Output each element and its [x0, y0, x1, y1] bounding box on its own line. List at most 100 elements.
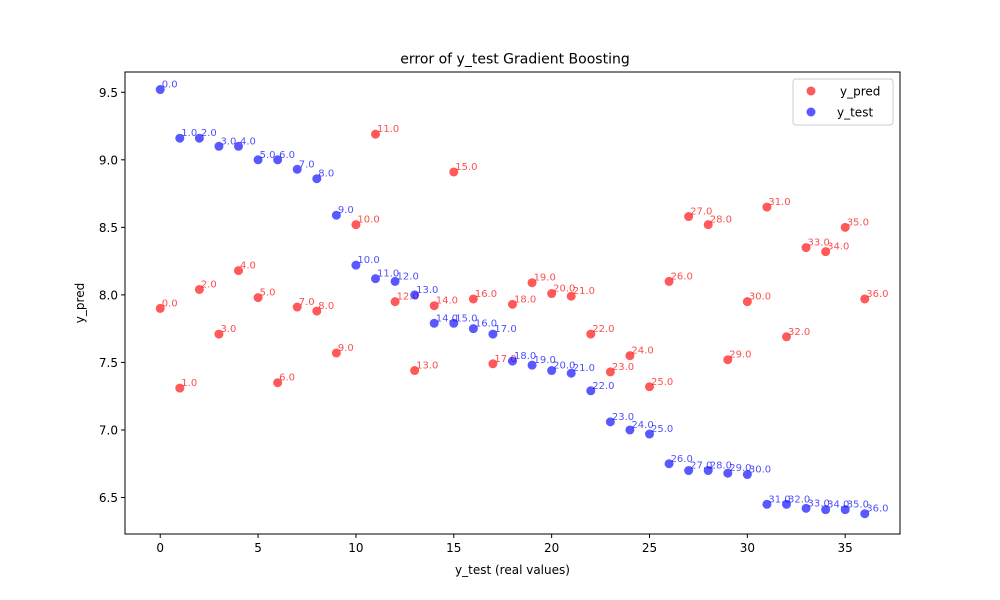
y-tick-label: 8.0 [99, 288, 118, 302]
data-point [410, 366, 420, 376]
data-label: 3.0 [220, 324, 236, 335]
data-point [742, 470, 752, 480]
data-label: 28.0 [710, 215, 732, 226]
data-point [155, 303, 165, 313]
data-point [821, 247, 831, 257]
legend-box [792, 78, 894, 126]
data-point [840, 222, 850, 232]
plot-frame [124, 71, 901, 535]
data-point [723, 355, 733, 365]
data-label: 17.0 [494, 324, 516, 335]
data-label: 29.0 [729, 463, 751, 474]
data-label: 30.0 [749, 465, 771, 476]
data-point [860, 294, 870, 304]
data-label: 35.0 [847, 500, 869, 511]
data-label: 2.0 [201, 128, 217, 139]
data-label: 35.0 [847, 217, 869, 228]
data-label: 32.0 [788, 494, 810, 505]
data-point [312, 306, 322, 316]
data-label: 18.0 [514, 294, 536, 305]
data-point [742, 297, 752, 307]
y-tick-label: 6.5 [99, 491, 118, 505]
data-label: 24.0 [631, 420, 653, 431]
chart-title: error of y_test Gradient Boosting [400, 52, 629, 68]
data-point [488, 329, 498, 339]
data-point [625, 351, 635, 361]
data-label: 31.0 [768, 197, 790, 208]
data-point [253, 293, 263, 303]
legend-label-y-pred: y_pred [840, 85, 880, 99]
legend: y_pred y_test [792, 78, 894, 126]
y-tick-label: 8.5 [99, 221, 118, 235]
series-y-pred: 0.01.02.03.04.05.06.07.0 8.09.010.011.012… [155, 124, 889, 393]
data-point [703, 220, 713, 230]
y-tick-label: 9.5 [99, 86, 118, 100]
x-tick-label: 20 [544, 541, 559, 555]
plot-area: 0.01.02.03.04.05.06.07.0 8.09.010.011.012… [155, 80, 889, 519]
data-point [429, 318, 439, 328]
data-label: 25.0 [651, 377, 673, 388]
x-tick-label: 30 [740, 541, 755, 555]
data-point [547, 366, 557, 376]
axes-ticks: 0 5 10 15 20 25 30 35 6.5 7.0 7.5 8.0 8.5 9.0 9.5 [99, 86, 853, 555]
data-label: 12.0 [397, 271, 419, 282]
data-point [801, 503, 811, 513]
data-label: 16.0 [475, 289, 497, 300]
data-point [527, 278, 537, 288]
data-label: 26.0 [671, 271, 693, 282]
data-point [508, 356, 517, 366]
data-point [586, 386, 596, 396]
data-point [468, 294, 478, 304]
data-label: 25.0 [651, 424, 673, 435]
data-label: 21.0 [573, 363, 595, 374]
data-label: 31.0 [768, 494, 790, 505]
x-tick-label: 0 [156, 541, 164, 555]
data-point [214, 329, 224, 339]
data-point [762, 499, 772, 509]
x-tick-label: 5 [254, 541, 262, 555]
x-axis-title: y_test (real values) [455, 563, 570, 577]
data-point [547, 289, 557, 299]
y-axis-title: y_pred [73, 283, 87, 323]
data-label: 9.0 [338, 205, 354, 216]
data-label: 13.0 [416, 361, 438, 372]
data-label: 34.0 [827, 242, 849, 253]
data-label: 8.0 [318, 301, 334, 312]
data-point [664, 276, 674, 286]
data-point [351, 220, 361, 230]
data-point [292, 302, 302, 312]
data-point [684, 466, 694, 476]
data-label: 13.0 [416, 285, 438, 296]
data-point [781, 499, 791, 509]
x-tick-label: 35 [838, 541, 853, 555]
data-label: 34.0 [827, 500, 849, 511]
data-label: 11.0 [377, 269, 399, 280]
data-point [821, 505, 831, 515]
data-label: 23.0 [612, 362, 634, 373]
x-tick-label: 15 [446, 541, 461, 555]
data-label: 4.0 [240, 261, 256, 272]
data-label: 19.0 [534, 273, 556, 284]
data-point [194, 284, 204, 294]
data-label: 29.0 [729, 350, 751, 361]
data-label: 24.0 [631, 346, 653, 357]
data-point [723, 468, 733, 478]
data-label: 15.0 [455, 162, 477, 173]
x-tick-label: 25 [642, 541, 657, 555]
data-point [625, 425, 635, 435]
data-point [449, 318, 459, 328]
data-point [586, 329, 596, 339]
data-point [468, 324, 478, 334]
data-point [801, 243, 811, 253]
data-point [234, 141, 244, 151]
data-point [155, 85, 165, 95]
data-label: 33.0 [808, 238, 830, 249]
data-label: 23.0 [612, 412, 634, 423]
data-point [175, 133, 185, 143]
data-point [488, 359, 498, 369]
data-label: 32.0 [788, 327, 810, 338]
data-label: 27.0 [690, 207, 712, 218]
data-label: 8.0 [318, 169, 334, 180]
data-point [331, 210, 341, 220]
